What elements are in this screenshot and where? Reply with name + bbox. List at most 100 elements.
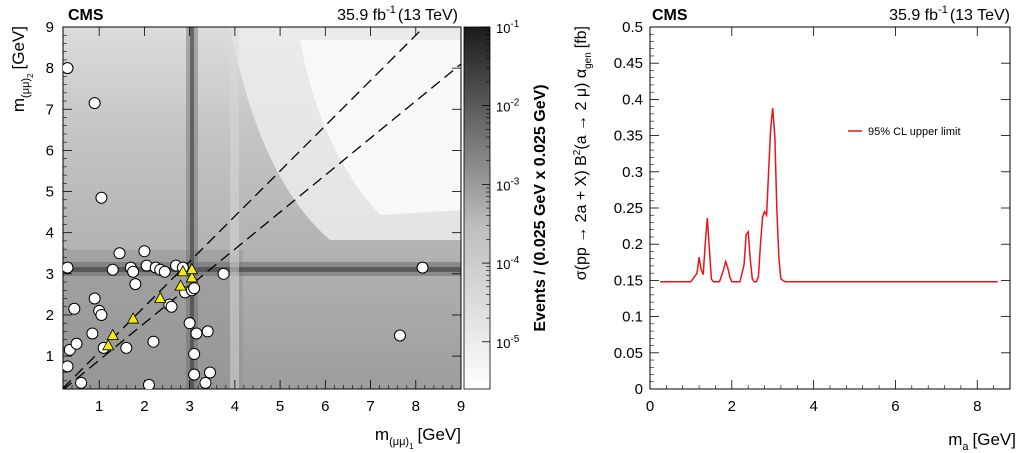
right-x-axis-title: ma [GeV] (948, 430, 1016, 453)
colorbar-tick-label: 10-1 (496, 19, 520, 36)
y-tick-label: 0.2 (622, 236, 643, 253)
event-point-circle (188, 282, 201, 295)
right-plot-frame (649, 26, 1011, 390)
event-point-triangle (106, 328, 119, 340)
event-point-circle (88, 97, 101, 110)
y-tick-label: 0.15 (614, 272, 643, 289)
right-lumi-label: 35.9 fb-1 (13 TeV) (889, 4, 1010, 24)
y-tick-label: 8 (46, 60, 54, 77)
left-lumi-label: 35.9 fb-1 (13 TeV) (337, 4, 458, 24)
y-tick-label: 0.45 (614, 55, 643, 72)
y-tick-label: 0 (635, 381, 643, 398)
colorbar-tick-label: 10-3 (496, 176, 520, 193)
event-point-triangle (154, 291, 167, 303)
event-point-circle (199, 376, 212, 389)
event-point-circle (127, 265, 140, 278)
y-tick-label: 0.1 (622, 309, 643, 326)
x-tick-label: 8 (412, 398, 420, 415)
right-cms-label: CMS (652, 7, 688, 24)
x-tick-label: 3 (185, 398, 193, 415)
left-panel-2d-plot: 1 2 3 4 5 6 7 8 9 1 2 3 4 5 6 7 8 9 CMS 35.9 fb-1 (13 TeV)… (9, 4, 549, 451)
event-point-circle (63, 62, 74, 75)
y-tick-label: 9 (46, 19, 54, 36)
colorbar (463, 26, 491, 390)
x-tick-label: 7 (366, 398, 374, 415)
event-point-circle (120, 341, 133, 354)
event-point-circle (188, 368, 201, 381)
density-background (63, 27, 461, 389)
left-cms-label: CMS (68, 7, 104, 24)
event-point-circle (63, 360, 74, 373)
colorbar-tick-label: 10-2 (496, 98, 520, 115)
right-axis-ticks: 0 2 4 6 8 0 0.05 0.1 0.15 0.2 0.25 0.3 0.35 0.4 0.45 0.… (614, 19, 1010, 415)
event-point-circle (201, 325, 214, 338)
right-y-axis-title: σ(pp → 2a + X) B2(a → 2 μ) αgen[fb] (572, 26, 594, 280)
event-point-circle (190, 327, 203, 340)
event-point-circle (63, 261, 74, 274)
event-point-circle (95, 308, 108, 321)
x-tick-label: 8 (973, 398, 981, 415)
event-point-circle (217, 267, 230, 280)
event-markers (63, 62, 429, 389)
event-point-circle (165, 300, 178, 313)
left-axis-ticks: 1 2 3 4 5 6 7 8 9 1 2 3 4 5 6 7 8 9 (46, 19, 466, 415)
legend-label: 95% CL upper limit (868, 126, 961, 138)
upper-limit-curve (660, 108, 998, 283)
event-point-circle (147, 335, 160, 348)
x-tick-label: 0 (646, 398, 654, 415)
event-point-circle (106, 263, 119, 276)
y-tick-label: 2 (46, 307, 54, 324)
event-point-triangle (102, 338, 115, 351)
x-tick-label: 2 (728, 398, 736, 415)
x-tick-label: 9 (457, 398, 465, 415)
x-tick-label: 1 (95, 398, 103, 415)
event-point-circle (158, 265, 171, 278)
y-tick-label: 0.35 (614, 128, 643, 145)
event-point-circle (88, 292, 101, 305)
y-tick-label: 0.4 (622, 91, 643, 108)
y-tick-label: 6 (46, 142, 54, 159)
event-point-triangle (185, 262, 199, 275)
event-point-circle (95, 191, 108, 204)
event-point-circle (393, 329, 406, 342)
x-tick-label: 2 (140, 398, 148, 415)
colorbar-title: Events / (0.025 GeV x 0.025 GeV) (532, 84, 549, 331)
x-tick-label: 6 (321, 398, 329, 415)
event-point-circle (183, 317, 196, 330)
event-point-triangle (185, 271, 199, 283)
x-tick-label: 6 (891, 398, 899, 415)
event-point-circle (138, 245, 151, 258)
event-point-triangle (174, 279, 187, 291)
y-tick-label: 1 (46, 348, 54, 365)
y-tick-label: 0.25 (614, 200, 643, 217)
left-x-axis-title: m(μμ)1[GeV] (375, 425, 461, 451)
y-tick-label: 4 (46, 225, 54, 242)
event-point-circle (188, 348, 201, 361)
event-point-circle (129, 278, 142, 291)
event-point-circle (142, 378, 155, 389)
y-tick-label: 7 (46, 101, 54, 118)
event-point-circle (75, 376, 88, 389)
y-tick-label: 0.5 (622, 19, 643, 36)
event-point-triangle (176, 264, 190, 277)
right-panel-limit-plot: 0 2 4 6 8 0 0.05 0.1 0.15 0.2 0.25 0.3 0.35 0.4 0.45 0.… (572, 4, 1016, 453)
event-point-circle (68, 302, 81, 315)
event-point-circle (203, 366, 216, 379)
event-point-circle (416, 261, 429, 274)
x-tick-label: 4 (809, 398, 817, 415)
diagonal-boundary-line (63, 63, 461, 389)
event-point-triangle (126, 312, 140, 324)
legend: 95% CL upper limit (848, 126, 961, 138)
colorbar-ticks: 10-1 10-2 10-3 10-4 10-5 (482, 19, 520, 351)
y-tick-label: 0.3 (622, 164, 643, 181)
event-point-circle (70, 337, 83, 350)
x-tick-label: 4 (231, 398, 239, 415)
y-tick-label: 5 (46, 184, 54, 201)
event-point-circle (86, 327, 99, 340)
x-tick-label: 5 (276, 398, 284, 415)
event-point-circle (113, 247, 126, 260)
colorbar-tick-label: 10-4 (496, 255, 520, 272)
y-tick-label: 0.05 (614, 345, 643, 362)
y-tick-label: 3 (46, 266, 54, 283)
